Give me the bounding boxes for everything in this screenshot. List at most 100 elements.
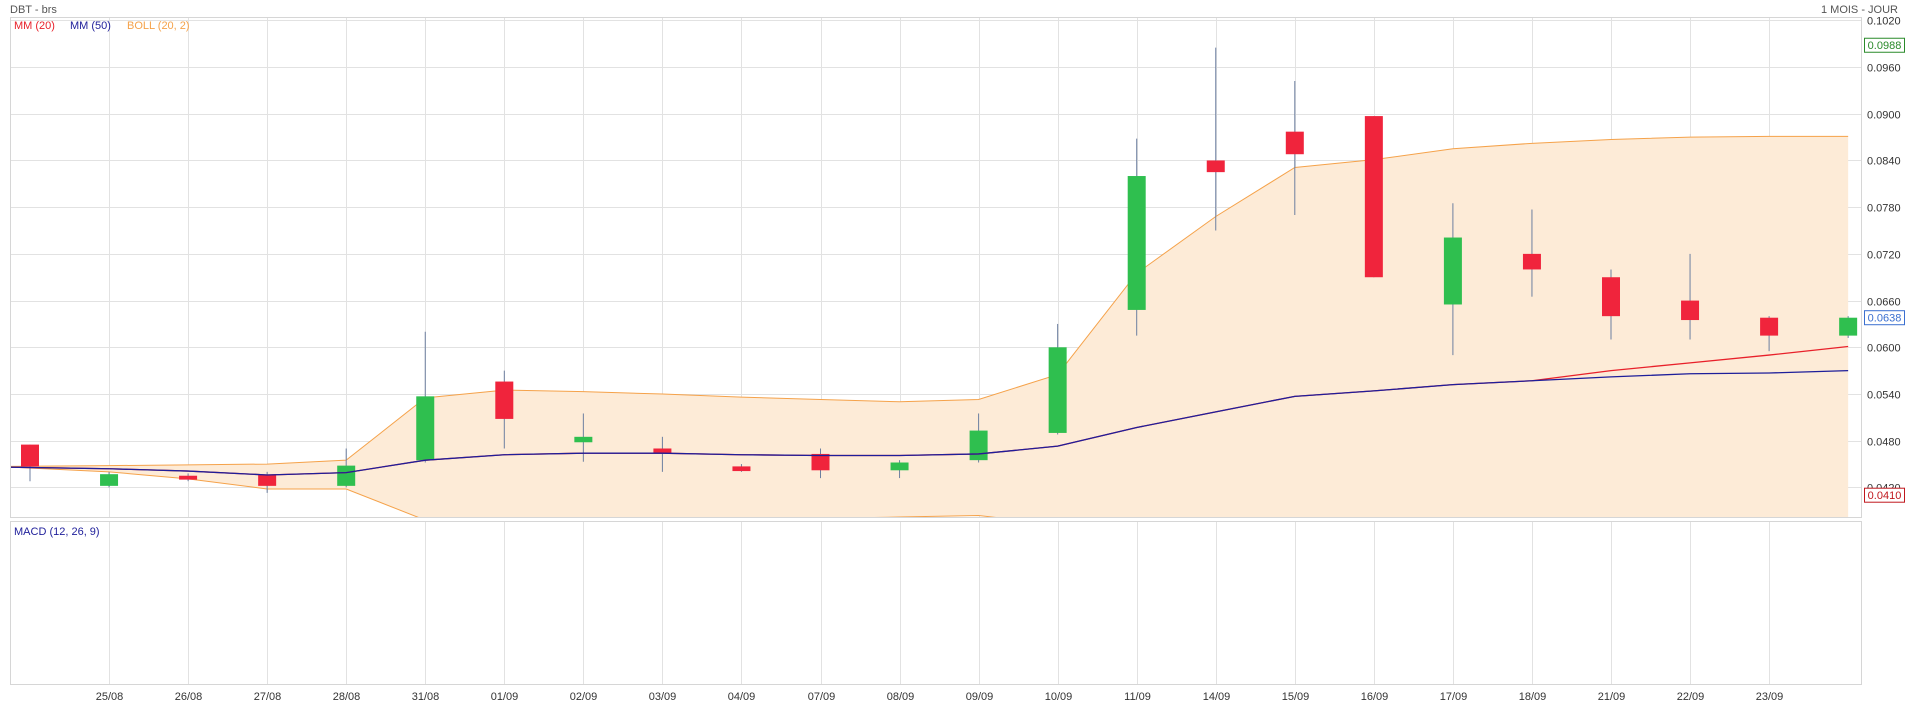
x-tick-label: 22/09	[1677, 691, 1705, 703]
x-tick-label: 11/09	[1124, 691, 1151, 703]
x-tick-label: 26/08	[175, 691, 203, 703]
y-tick-label: 0.0960	[1867, 63, 1901, 75]
bollinger-lower	[11, 466, 997, 517]
candle-15/09	[1285, 81, 1304, 215]
x-tick-label: 14/09	[1203, 691, 1231, 703]
candle-body	[969, 430, 988, 461]
x-tick-label: 01/09	[491, 691, 519, 703]
bollinger-upper	[11, 135, 1849, 467]
y-tick-label: 0.0540	[1867, 390, 1901, 402]
chart-title: DBT - brs	[10, 4, 57, 16]
mm50-line	[11, 369, 1849, 476]
candle-31/08	[416, 331, 435, 463]
candle-26/08	[179, 473, 198, 482]
x-tick-label: 07/09	[808, 691, 836, 703]
low-price-badge: 0.0410	[1864, 487, 1905, 503]
candle-23/09	[1760, 316, 1779, 352]
x-tick-label: 21/09	[1598, 691, 1626, 703]
candle-24/08	[21, 444, 39, 482]
candle-body	[1602, 277, 1620, 317]
badge-box	[1864, 37, 1905, 53]
candle-04/09	[732, 464, 751, 472]
y-tick-label: 0.0720	[1867, 250, 1901, 262]
candle-body	[258, 474, 277, 486]
x-tick-label: 04/09	[728, 691, 756, 703]
y-tick-label: 0.1020	[1867, 16, 1901, 28]
badge-text: 0.0410	[1868, 490, 1902, 502]
candle-body	[1839, 317, 1858, 336]
legend-boll[interactable]: BOLL (20, 2)	[127, 20, 190, 32]
moving-averages	[11, 345, 1849, 476]
candle-08/09	[890, 460, 909, 479]
candle-24/09	[1839, 316, 1858, 338]
candle-body	[574, 436, 593, 443]
x-tick-label: 25/08	[96, 691, 124, 703]
candle-25/08	[100, 471, 119, 488]
x-tick-label: 17/09	[1440, 691, 1468, 703]
legend-mm50[interactable]: MM (50)	[70, 20, 111, 32]
candle-22/09	[1681, 253, 1700, 340]
last-price-badge: 0.0638	[1864, 310, 1905, 326]
candle-body	[1048, 347, 1067, 433]
legend-macd[interactable]: MACD (12, 26, 9)	[14, 526, 100, 538]
candle-body	[1364, 116, 1383, 278]
candle-03/09	[653, 436, 672, 472]
x-tick-label: 02/09	[570, 691, 598, 703]
candle-body	[1760, 317, 1779, 336]
candle-body	[416, 396, 435, 461]
badge-text: 0.0638	[1868, 313, 1902, 325]
candle-body	[337, 465, 356, 486]
candle-28/08	[337, 448, 356, 488]
x-tick-label: 18/09	[1519, 691, 1547, 703]
x-tick-label: 27/08	[254, 691, 282, 703]
candle-body	[1206, 160, 1225, 173]
candle-body	[21, 444, 39, 467]
x-tick-label: 10/09	[1045, 691, 1073, 703]
candle-body	[495, 381, 514, 419]
candle-body	[100, 474, 119, 486]
candle-body	[179, 475, 198, 480]
x-tick-label: 09/09	[966, 691, 994, 703]
badge-text: 0.0988	[1868, 40, 1902, 52]
candle-18/09	[1522, 209, 1541, 297]
y-tick-label: 0.0780	[1867, 203, 1901, 215]
candle-body	[1681, 300, 1700, 321]
candle-body	[890, 462, 909, 471]
y-tick-label: 0.0900	[1867, 110, 1901, 122]
y-tick-label: 0.0480	[1867, 437, 1901, 449]
x-tick-label: 31/08	[412, 691, 440, 703]
candle-14/09	[1206, 47, 1225, 231]
candle-11/09	[1127, 138, 1146, 336]
candle-body	[1443, 237, 1462, 305]
x-tick-label: 08/09	[887, 691, 915, 703]
candle-21/09	[1602, 269, 1620, 340]
x-tick-label: 28/08	[333, 691, 361, 703]
candle-16/09	[1364, 116, 1383, 278]
y-tick-label: 0.0660	[1867, 297, 1901, 309]
badge-box	[1864, 487, 1905, 503]
price-panel-frame	[10, 17, 1862, 518]
candle-01/09	[495, 370, 514, 449]
x-tick-label: 16/09	[1361, 691, 1389, 703]
bollinger-bands	[11, 135, 1849, 517]
y-tick-label: 0.0840	[1867, 156, 1901, 168]
x-tick-label: 15/09	[1282, 691, 1310, 703]
x-axis: 25/08 26/08 27/08 28/08 31/08 01/09 02/09 03/09…	[96, 691, 1784, 703]
candle-17/09	[1443, 203, 1462, 356]
candle-body	[811, 453, 830, 471]
candle-10/09	[1048, 323, 1067, 435]
price-badges: 0.0988 0.0638 0.0410	[1864, 37, 1905, 503]
candle-body	[1285, 131, 1304, 155]
candle-body	[1127, 176, 1146, 310]
candle-body	[732, 466, 751, 472]
x-tick-label: 03/09	[649, 691, 677, 703]
period-label[interactable]: 1 MOIS - JOUR	[1821, 4, 1898, 16]
high-price-badge: 0.0988	[1864, 37, 1905, 53]
candle-07/09	[811, 448, 830, 479]
x-tick-label: 23/09	[1756, 691, 1784, 703]
y-axis: 0.1020 0.0960 0.0900 0.0840 0.0780 0.0720 0.06…	[1867, 16, 1901, 495]
legend-mm20[interactable]: MM (20)	[14, 20, 55, 32]
y-tick-label: 0.0600	[1867, 343, 1901, 355]
candle-body	[1522, 253, 1541, 270]
